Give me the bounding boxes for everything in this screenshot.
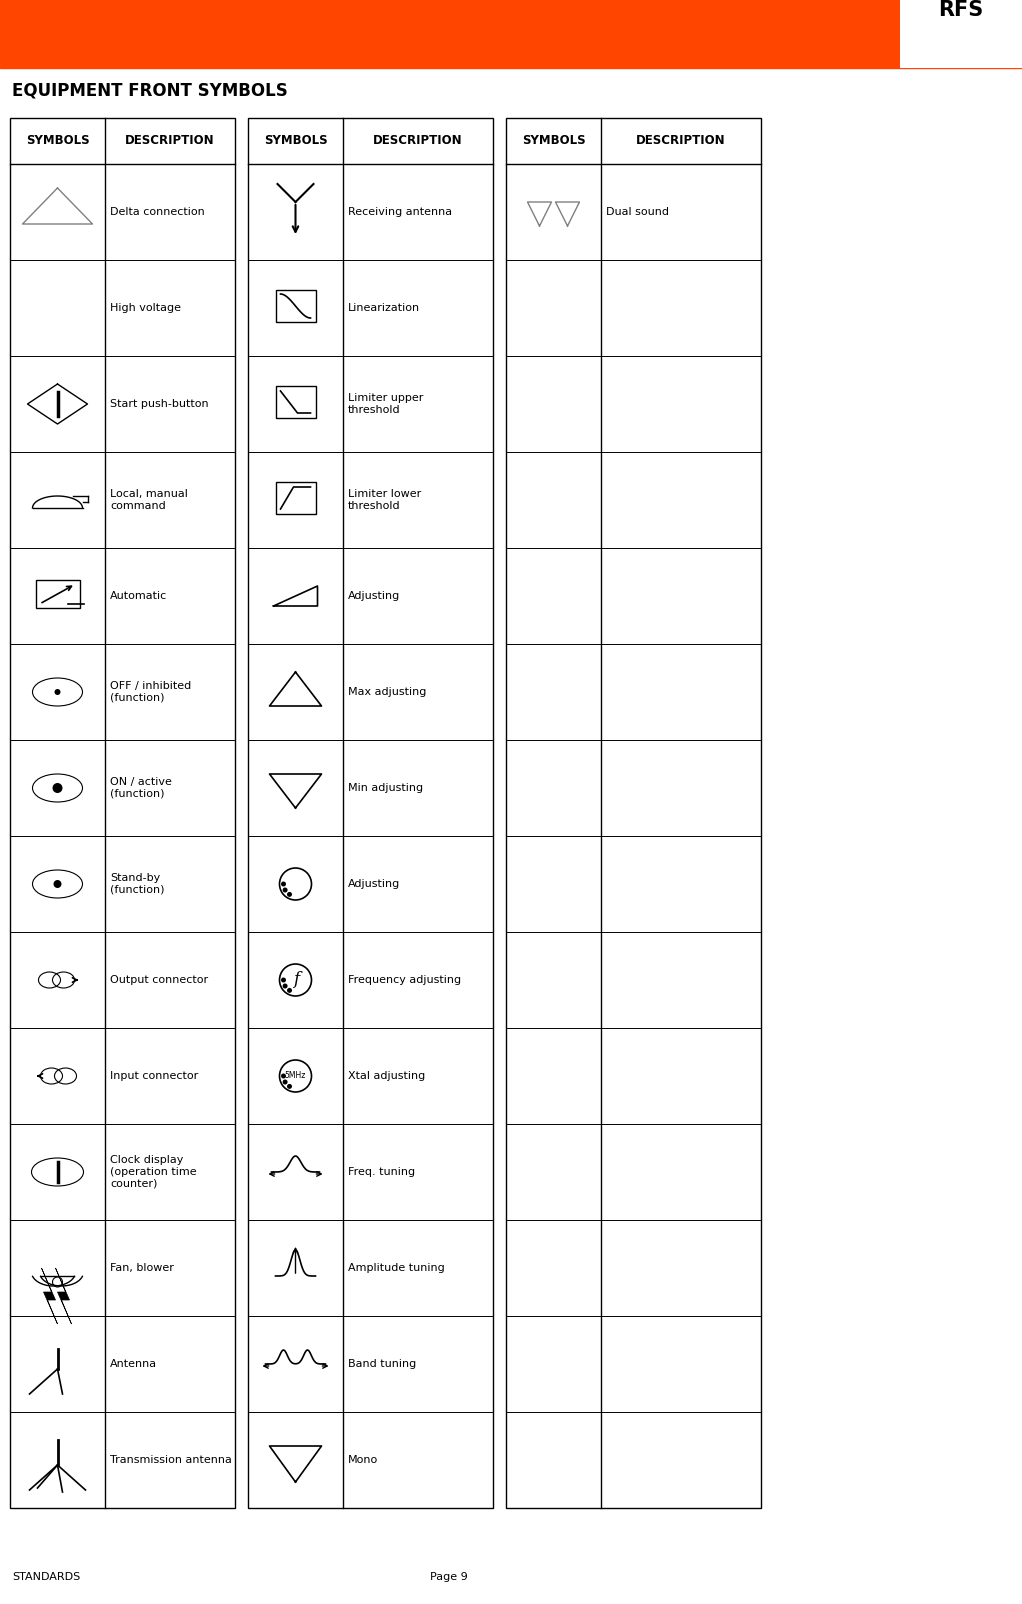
Circle shape xyxy=(53,881,61,889)
Bar xyxy=(276,481,316,513)
Text: Transmission antenna: Transmission antenna xyxy=(110,1455,232,1464)
Text: Limiter upper
threshold: Limiter upper threshold xyxy=(349,393,423,415)
Bar xyxy=(10,119,235,1508)
Text: Output connector: Output connector xyxy=(110,975,208,985)
Text: Xtal adjusting: Xtal adjusting xyxy=(349,1071,425,1081)
Text: 5MHz: 5MHz xyxy=(285,1071,307,1081)
Text: DESCRIPTION: DESCRIPTION xyxy=(636,135,726,148)
Bar xyxy=(36,581,80,608)
Text: EQUIPMENT FRONT SYMBOLS: EQUIPMENT FRONT SYMBOLS xyxy=(12,82,288,99)
Text: SYMBOLS: SYMBOLS xyxy=(521,135,586,148)
Circle shape xyxy=(287,1084,292,1089)
Text: Max adjusting: Max adjusting xyxy=(349,687,426,698)
Circle shape xyxy=(281,1073,286,1078)
Text: Min adjusting: Min adjusting xyxy=(349,783,423,792)
Text: OFF / inhibited
(function): OFF / inhibited (function) xyxy=(110,682,191,703)
Text: Dual sound: Dual sound xyxy=(606,207,669,217)
Text: High voltage: High voltage xyxy=(110,303,181,313)
Circle shape xyxy=(287,892,292,897)
Text: Page 9: Page 9 xyxy=(430,1572,468,1582)
Text: Local, manual
command: Local, manual command xyxy=(110,489,188,510)
Text: Stand-by
(function): Stand-by (function) xyxy=(110,873,165,895)
Circle shape xyxy=(283,1079,287,1084)
Text: Adjusting: Adjusting xyxy=(349,879,401,889)
Text: Band tuning: Band tuning xyxy=(349,1359,416,1368)
Text: Fan, blower: Fan, blower xyxy=(110,1262,174,1274)
Text: ON / active
(function): ON / active (function) xyxy=(110,778,172,799)
Circle shape xyxy=(287,988,292,993)
Text: Frequency adjusting: Frequency adjusting xyxy=(349,975,461,985)
Text: f: f xyxy=(293,972,299,988)
Circle shape xyxy=(281,977,286,983)
Text: SYMBOLS: SYMBOLS xyxy=(264,135,327,148)
Polygon shape xyxy=(55,1269,72,1323)
Text: Freq. tuning: Freq. tuning xyxy=(349,1168,415,1177)
Polygon shape xyxy=(42,1269,57,1323)
Text: Receiving antenna: Receiving antenna xyxy=(349,207,452,217)
Circle shape xyxy=(54,690,60,695)
Text: Input connector: Input connector xyxy=(110,1071,198,1081)
Text: Delta connection: Delta connection xyxy=(110,207,204,217)
Text: DESCRIPTION: DESCRIPTION xyxy=(373,135,463,148)
Bar xyxy=(0,0,1022,67)
Circle shape xyxy=(283,983,287,988)
Text: Limiter lower
threshold: Limiter lower threshold xyxy=(349,489,421,510)
Circle shape xyxy=(52,783,62,792)
Bar xyxy=(248,119,493,1508)
Text: STANDARDS: STANDARDS xyxy=(12,1572,81,1582)
Text: SYMBOLS: SYMBOLS xyxy=(26,135,89,148)
Text: Start push-button: Start push-button xyxy=(110,399,208,409)
Bar xyxy=(276,290,316,322)
Text: Clock display
(operation time
counter): Clock display (operation time counter) xyxy=(110,1155,196,1189)
Bar xyxy=(900,0,1022,67)
Text: Adjusting: Adjusting xyxy=(349,590,401,602)
Text: Automatic: Automatic xyxy=(110,590,168,602)
Bar xyxy=(276,387,316,419)
Text: Mono: Mono xyxy=(349,1455,378,1464)
Text: RFS: RFS xyxy=(938,0,983,19)
Text: Linearization: Linearization xyxy=(349,303,420,313)
Circle shape xyxy=(283,887,287,892)
Text: Amplitude tuning: Amplitude tuning xyxy=(349,1262,445,1274)
Circle shape xyxy=(281,882,286,887)
Text: Antenna: Antenna xyxy=(110,1359,157,1368)
Text: DESCRIPTION: DESCRIPTION xyxy=(125,135,215,148)
Bar xyxy=(506,119,761,1508)
